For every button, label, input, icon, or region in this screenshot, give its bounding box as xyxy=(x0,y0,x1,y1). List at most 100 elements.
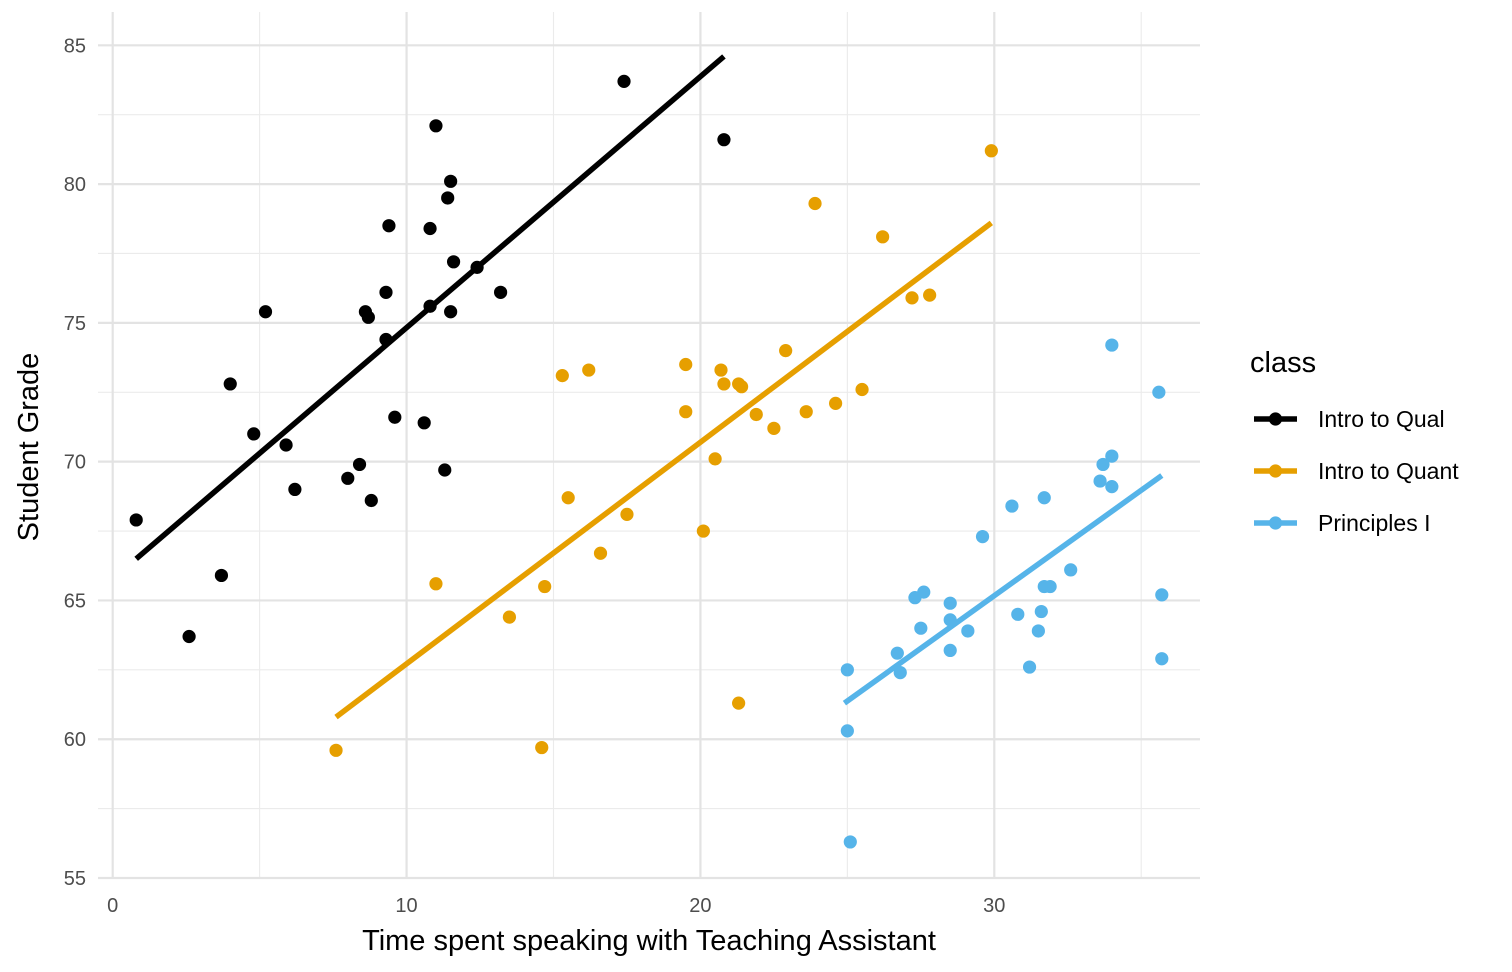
data-point xyxy=(905,291,919,305)
data-point xyxy=(749,407,763,422)
data-point xyxy=(923,288,937,302)
fit-lines xyxy=(134,54,1164,720)
data-point xyxy=(535,740,549,755)
data-point xyxy=(843,835,857,849)
data-point xyxy=(214,568,229,583)
grid-minor xyxy=(98,12,1200,878)
data-point xyxy=(352,457,367,472)
x-tick-labels: 0 10 20 30 xyxy=(107,895,1005,917)
data-point xyxy=(441,191,455,205)
y-tick-label: 70 xyxy=(64,452,86,474)
data-point xyxy=(779,344,793,358)
data-point xyxy=(1155,652,1169,666)
data-point xyxy=(893,666,907,680)
data-point xyxy=(679,357,693,372)
data-point xyxy=(288,482,302,497)
data-point xyxy=(1005,499,1019,513)
data-point xyxy=(1155,588,1169,602)
legend-label: Intro to Quant xyxy=(1318,458,1459,484)
data-point xyxy=(1105,338,1119,352)
data-point xyxy=(943,643,957,657)
data-point xyxy=(1105,449,1119,463)
data-point xyxy=(620,507,634,521)
data-point xyxy=(438,463,452,477)
data-point xyxy=(1105,480,1119,494)
data-point xyxy=(717,377,731,391)
legend-label: Principles I xyxy=(1318,510,1430,536)
data-point xyxy=(943,596,957,610)
data-point xyxy=(382,219,396,233)
data-point xyxy=(341,471,355,485)
data-point xyxy=(890,646,904,660)
data-point xyxy=(840,663,854,677)
data-point xyxy=(582,363,596,377)
data-point xyxy=(446,255,461,269)
data-point xyxy=(829,396,843,410)
data-point xyxy=(917,585,931,599)
data-point xyxy=(679,405,693,419)
data-point xyxy=(364,493,378,508)
data-point xyxy=(696,524,710,538)
data-point xyxy=(840,724,854,738)
data-point xyxy=(555,369,569,383)
data-point xyxy=(1064,563,1078,577)
data-point xyxy=(734,380,749,394)
data-point xyxy=(493,285,508,299)
x-tick-label: 0 xyxy=(107,895,118,917)
data-point xyxy=(714,363,728,377)
data-point xyxy=(388,410,402,424)
data-point xyxy=(732,696,746,710)
data-point xyxy=(1022,660,1037,674)
data-point xyxy=(444,174,458,188)
fit-line xyxy=(334,220,994,720)
grid-major xyxy=(98,12,1200,880)
data-point xyxy=(1093,474,1107,488)
legend: class Intro to Qual Intro to Quant Princip… xyxy=(1250,347,1459,536)
data-point xyxy=(1037,491,1051,505)
x-tick-label: 20 xyxy=(689,895,711,917)
y-axis-title: Student Grade xyxy=(13,353,45,542)
y-tick-label: 80 xyxy=(64,174,86,196)
data-point xyxy=(617,74,631,88)
data-point xyxy=(423,221,437,236)
x-tick-label: 10 xyxy=(395,895,417,917)
data-point xyxy=(361,310,375,324)
data-point xyxy=(429,119,443,133)
data-point xyxy=(975,529,990,544)
data-point xyxy=(423,299,437,313)
data-point xyxy=(1043,579,1057,594)
data-point xyxy=(708,452,722,466)
data-point xyxy=(717,133,731,147)
data-point xyxy=(593,546,608,560)
data-point xyxy=(1031,624,1045,638)
data-point xyxy=(984,144,998,158)
data-point xyxy=(379,285,393,299)
legend-title: class xyxy=(1250,347,1316,379)
data-point xyxy=(279,438,293,452)
data-point xyxy=(223,377,237,391)
data-point xyxy=(561,491,575,505)
data-point xyxy=(538,579,552,594)
legend-key-point xyxy=(1268,464,1283,478)
data-point xyxy=(429,577,443,591)
data-point xyxy=(444,305,458,319)
data-point xyxy=(1011,607,1025,621)
data-point xyxy=(767,421,781,435)
y-tick-labels: 55 60 65 70 75 80 85 xyxy=(64,35,86,890)
y-tick-label: 55 xyxy=(64,868,86,890)
data-point xyxy=(1152,385,1166,399)
data-point xyxy=(1096,457,1110,472)
data-point xyxy=(876,230,890,244)
y-tick-label: 75 xyxy=(64,313,86,335)
legend-key-point xyxy=(1268,412,1283,426)
legend-label: Intro to Qual xyxy=(1318,406,1445,432)
data-point xyxy=(808,196,822,211)
data-point xyxy=(1034,604,1048,619)
data-point xyxy=(182,629,196,644)
data-point xyxy=(329,743,343,757)
data-point xyxy=(961,624,975,638)
y-tick-label: 65 xyxy=(64,590,86,612)
data-point xyxy=(258,305,273,319)
data-point xyxy=(799,405,813,419)
